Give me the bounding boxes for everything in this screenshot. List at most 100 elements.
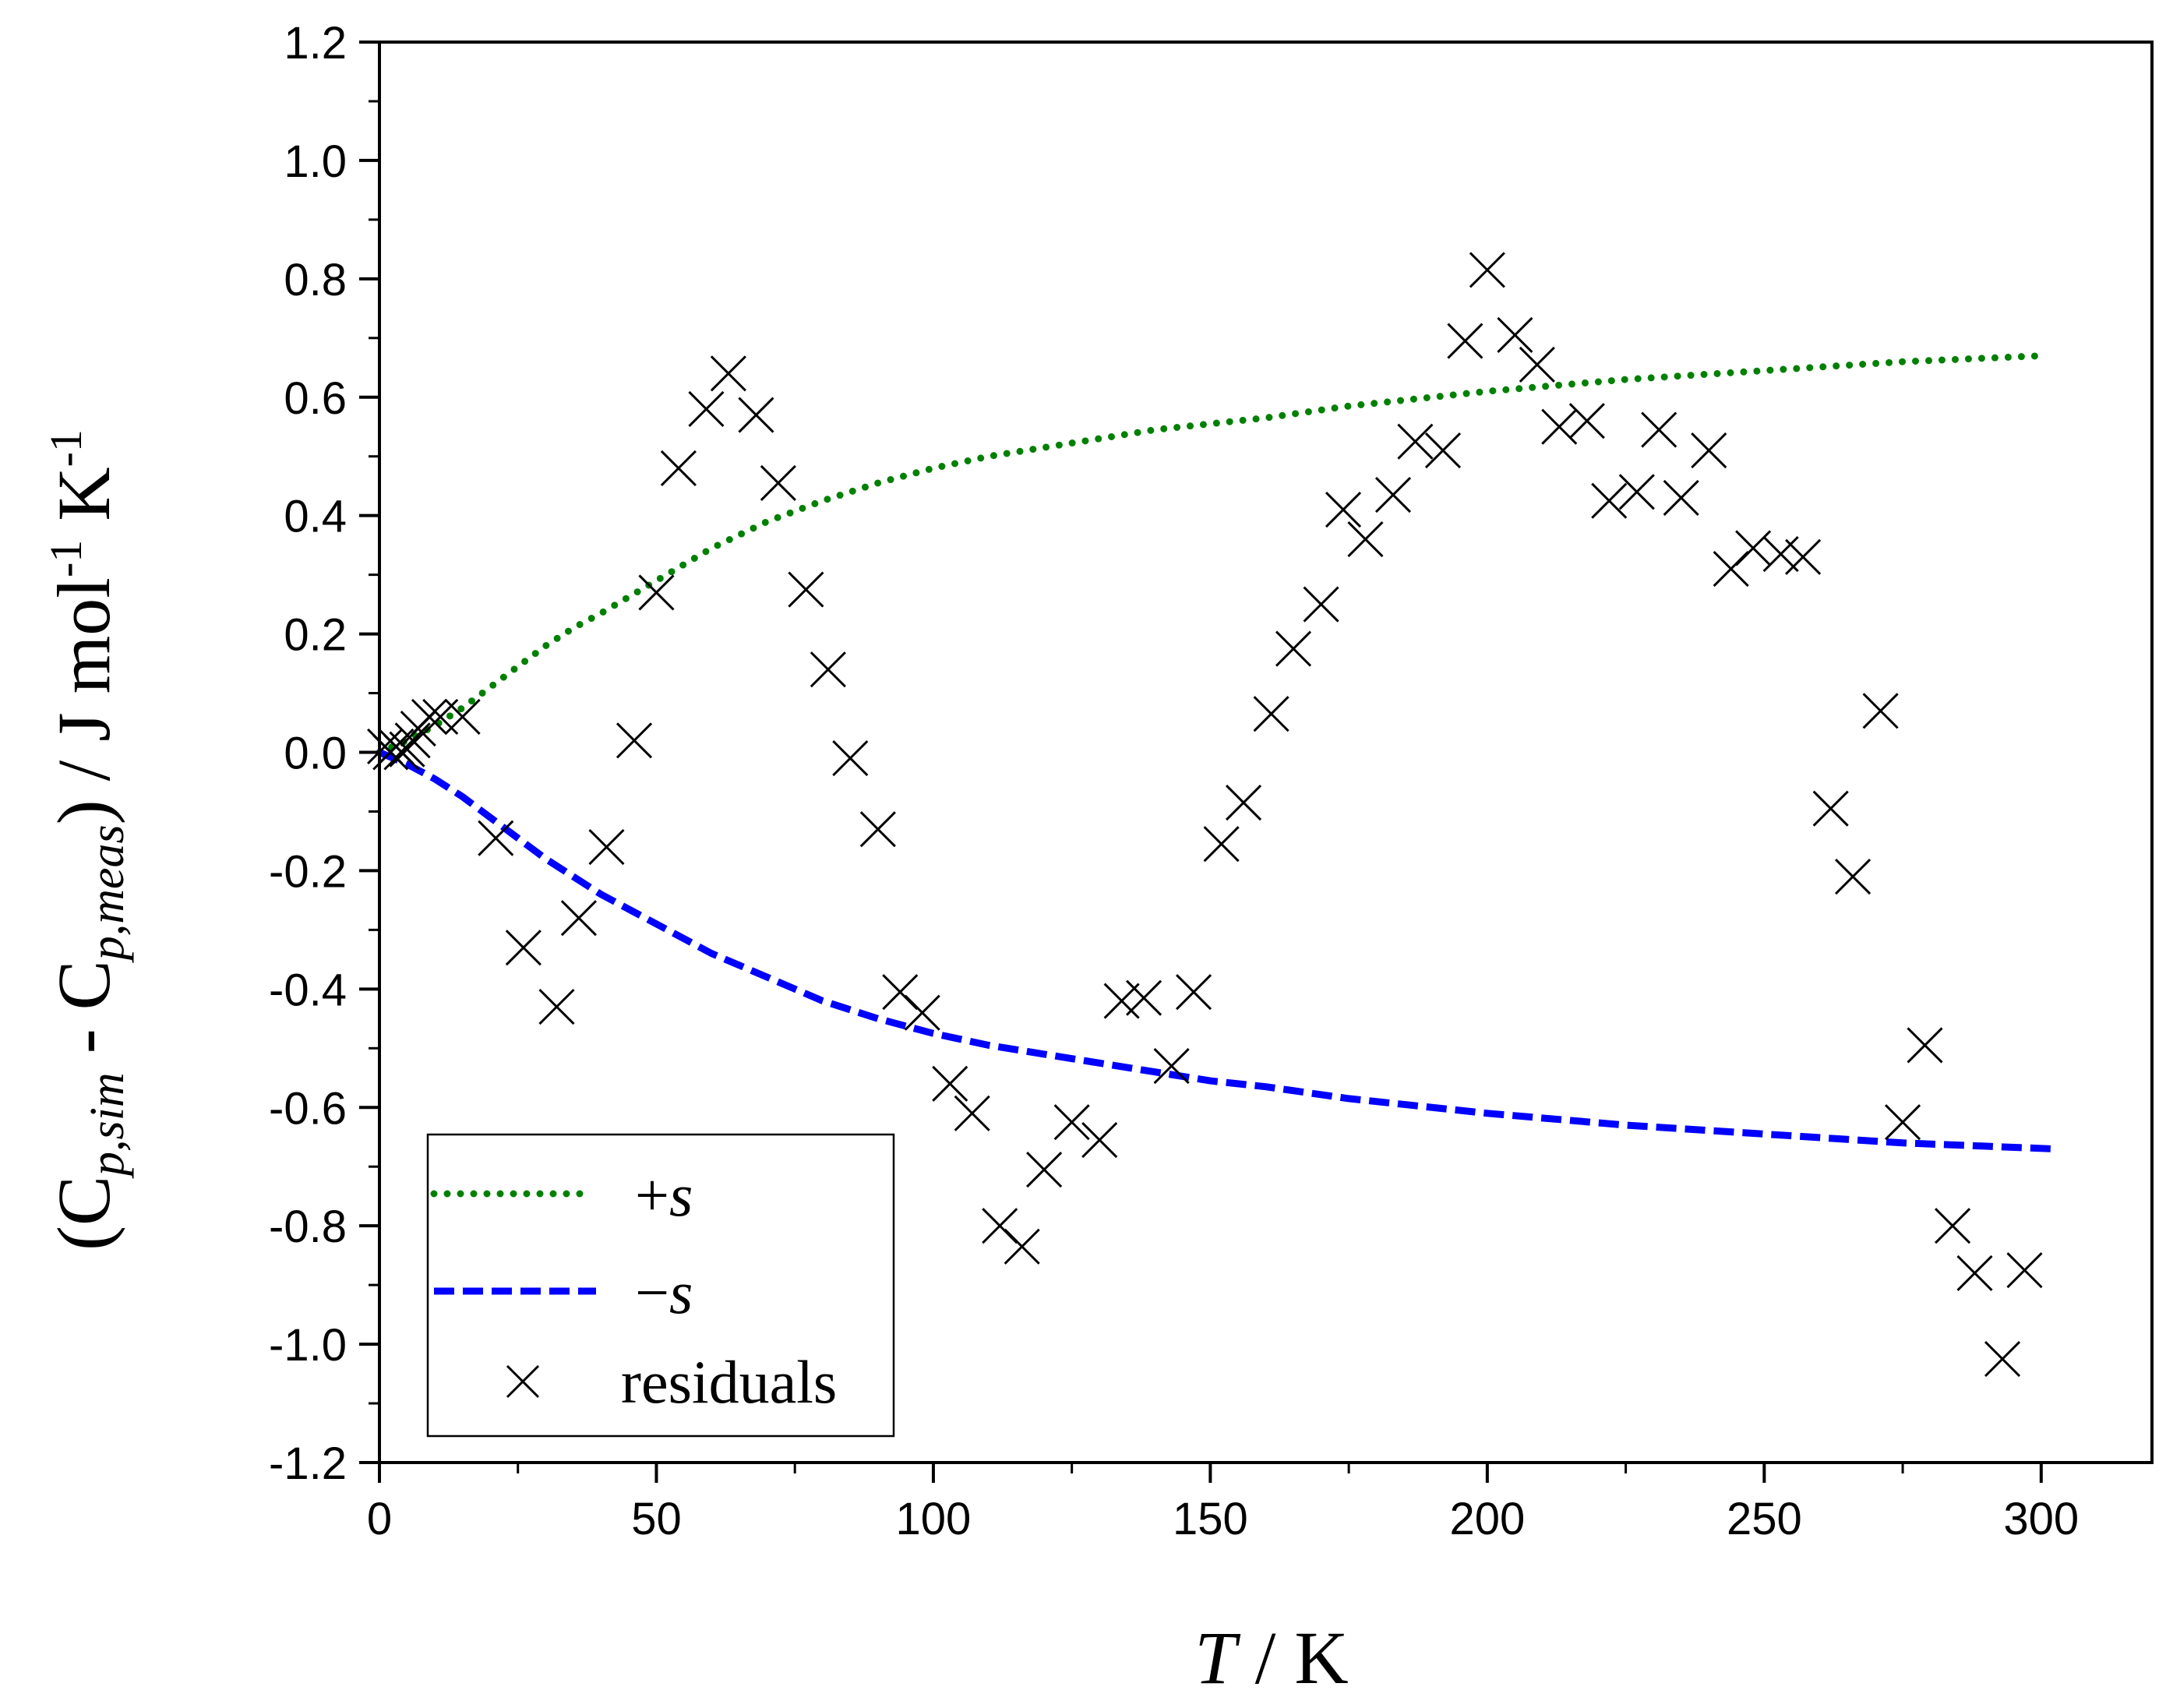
residual-point — [1103, 983, 1140, 1019]
residual-point — [505, 930, 542, 966]
residual-point — [1303, 586, 1339, 623]
x-tick-label: 300 — [2003, 1494, 2079, 1544]
y-tick-label: 0.2 — [284, 610, 347, 661]
residual-point — [389, 731, 425, 768]
residual-point — [1591, 482, 1628, 519]
residual-point — [1812, 790, 1849, 827]
ticks-layer: 0 50 100 150 200 250 300 -1.2 -1.0 -0.8 -0.6 -0.4 -0… — [269, 18, 2079, 1544]
residual-point — [1862, 693, 1899, 729]
y-title-sup1: -1 — [41, 540, 91, 577]
residual-point — [1424, 432, 1462, 469]
y-title-mid: - C — [42, 960, 125, 1072]
residual-point — [1762, 535, 1799, 573]
residual-point — [760, 464, 796, 501]
legend-residuals-label: residuals — [621, 1348, 837, 1416]
residual-point — [1691, 432, 1727, 469]
x-tick-label: 100 — [896, 1494, 972, 1544]
y-tick-label: -0.4 — [269, 965, 347, 1015]
residual-point — [1397, 423, 1434, 460]
x-title-rest: / K — [1236, 1616, 1349, 1699]
residual-point — [1885, 1104, 1921, 1141]
residual-point — [1469, 252, 1505, 288]
y-tick-label: -1.2 — [269, 1438, 347, 1489]
residual-point — [1568, 403, 1605, 439]
residual-point — [411, 698, 448, 735]
y-title-close: ) / J mol — [42, 577, 125, 824]
y-tick-label: -0.6 — [269, 1083, 347, 1134]
residual-point — [1325, 492, 1362, 528]
x-tick-label: 0 — [367, 1494, 392, 1544]
residual-point — [810, 651, 846, 688]
y-tick-label: 0.8 — [284, 255, 347, 305]
legend-plus-s-label: +s — [635, 1161, 693, 1229]
residual-point — [1374, 477, 1412, 513]
residual-point — [738, 397, 774, 433]
residual-point — [538, 989, 575, 1025]
residual-point — [638, 574, 675, 611]
residual-point — [478, 820, 514, 856]
residual-point — [904, 994, 940, 1031]
residual-point — [1641, 411, 1677, 448]
residual-point — [1203, 826, 1240, 863]
residual-point — [710, 355, 746, 392]
y-axis-title: (Cp,sim - Cp,meas) / J mol-1 K-1 — [41, 429, 134, 1251]
residual-point — [1053, 1104, 1090, 1141]
residual-point — [1663, 479, 1699, 516]
residual-point — [1835, 858, 1871, 895]
legend-minus-s-label: −s — [635, 1258, 693, 1326]
residual-point — [660, 450, 697, 486]
residual-point — [1126, 979, 1162, 1016]
y-tick-label: 1.0 — [284, 136, 347, 187]
x-tick-label: 200 — [1449, 1494, 1525, 1544]
residual-point — [616, 722, 653, 759]
residual-point — [1497, 316, 1533, 354]
residual-point — [1347, 521, 1384, 558]
y-tick-label: 1.2 — [284, 18, 347, 69]
residual-point — [1176, 974, 1212, 1011]
plot-frame — [378, 41, 2154, 1464]
residual-point — [1956, 1255, 1993, 1291]
residual-point — [1275, 630, 1312, 667]
residual-point — [1026, 1151, 1063, 1188]
y-tick-label: 0.0 — [284, 729, 347, 779]
residual-point — [1004, 1228, 1040, 1265]
residual-point — [932, 1065, 968, 1102]
y-tick-label: -0.2 — [269, 846, 347, 897]
residual-point — [1226, 785, 1262, 821]
residual-point — [1907, 1027, 1943, 1064]
legend: +s −s residuals — [426, 1133, 895, 1438]
residual-point — [1153, 1048, 1190, 1085]
residual-point — [588, 828, 625, 866]
y-tick-label: 0.6 — [284, 373, 347, 424]
x-axis-title: T / K — [1194, 1616, 1348, 1699]
x-tick-label: 150 — [1173, 1494, 1248, 1544]
series-layer — [367, 252, 2053, 1378]
y-tick-label: -1.0 — [269, 1320, 347, 1371]
legend-box — [426, 1133, 895, 1438]
residual-point — [859, 811, 896, 848]
y-title-open: (C — [42, 1176, 125, 1251]
y-tick-label: -0.8 — [269, 1202, 347, 1252]
y-title-sub1: p,sim — [81, 1072, 134, 1179]
residual-point — [1984, 1341, 2021, 1378]
residual-point — [1253, 696, 1289, 732]
residual-point — [688, 390, 725, 428]
residual-point — [788, 571, 824, 608]
residual-point — [444, 698, 481, 735]
y-title-sup2: -1 — [41, 429, 91, 467]
legend-residuals-marker — [506, 1364, 540, 1399]
residual-point — [954, 1095, 990, 1131]
residual-point — [1935, 1208, 1971, 1244]
residual-point — [1447, 323, 1483, 359]
minus-s-line — [378, 749, 2053, 1152]
residual-point — [560, 900, 597, 937]
residual-point — [1785, 538, 1822, 575]
plus-s-line — [376, 352, 2045, 756]
x-tick-label: 250 — [1727, 1494, 1802, 1544]
residual-point — [832, 740, 869, 777]
residual-point — [1618, 474, 1655, 510]
x-title-symbol: T — [1194, 1616, 1241, 1699]
y-title-unit2: K — [42, 467, 125, 539]
